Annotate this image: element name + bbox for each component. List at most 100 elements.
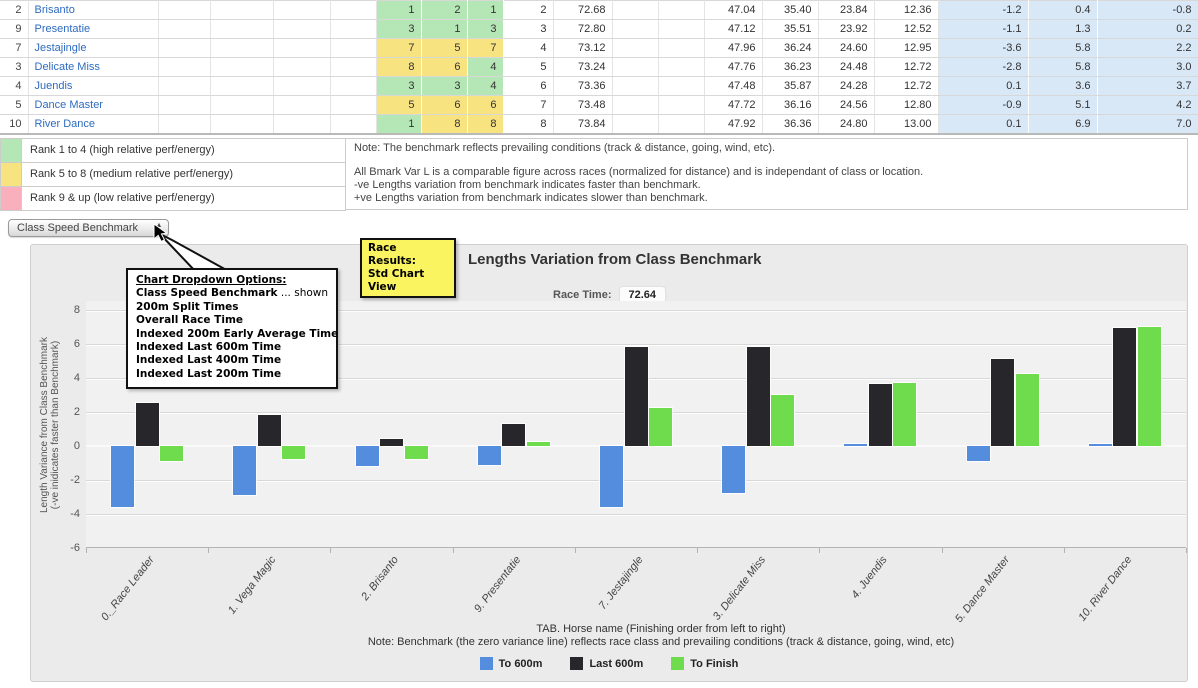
chart-legend-item: Last 600m [570,657,643,670]
section-time-cell: 36.36 [762,114,819,135]
chart-legend-item: To Finish [671,657,738,670]
bar-to-finish [771,394,795,446]
empty-cell [612,19,659,39]
y-tick-label: -4 [70,507,80,520]
section-time-cell: 47.96 [704,38,763,58]
rank-cell: 4 [467,57,504,77]
horse-name-cell: Presentatie [28,19,159,39]
callout-option: Indexed Last 200m Time [136,367,282,380]
empty-cell [330,38,377,58]
bar-last-600m [991,358,1015,446]
x-tick-mark [1063,548,1065,553]
bar-to-600m [722,445,746,494]
bar-to-finish [893,382,917,446]
x-tick-mark [574,548,576,553]
bar-to-600m [966,445,990,462]
chart-legend-label: To 600m [498,657,543,670]
horse-name-link[interactable]: Delicate Miss [34,61,100,73]
race-time-cell: 73.36 [553,76,613,96]
section-time-cell: 24.80 [818,114,875,135]
race-time-cell: 72.80 [553,19,613,39]
rank-cell: 1 [467,0,504,20]
rank-cell: 5 [376,95,422,115]
horse-number-cell: 2 [0,0,29,20]
rank-cell: 5 [421,38,468,58]
x-tick-mark [452,548,454,553]
bmark-variance-cell: 0.1 [938,76,1029,96]
empty-cell [158,0,211,20]
empty-cell [273,19,331,39]
bar-to-600m [844,444,868,446]
empty-cell [158,76,211,96]
horse-name-link[interactable]: Dance Master [34,99,103,111]
empty-cell [658,57,705,77]
y-tick-label: 0 [73,439,80,452]
rank-legend-row: Rank 1 to 4 (high relative perf/energy) [0,139,346,163]
empty-cell [612,57,659,77]
table-row: 10 River Dance 1 8 8 8 73.84 47.92 36.36 24.80 13.… [0,114,1198,135]
section-time-cell: 23.92 [818,19,875,39]
horse-name-link[interactable]: Juendis [34,80,73,92]
x-tick-mark [86,548,87,553]
x-tick-mark [941,548,943,553]
bmark-variance-cell: -0.9 [938,95,1029,115]
empty-cell [158,57,211,77]
finish-position-cell: 8 [503,114,554,135]
cursor-icon [153,223,168,243]
empty-cell [273,95,331,115]
empty-cell [273,38,331,58]
race-time-cell: 72.68 [553,0,613,20]
bar-to-600m [355,445,379,467]
gridline [86,309,1186,311]
empty-cell [273,0,331,20]
bmark-variance-cell: 3.6 [1028,76,1098,96]
note-line: +ve Lengths variation from benchmark ind… [354,192,708,204]
table-row: 3 Delicate Miss 8 6 4 5 73.24 47.76 36.23 24.48 12… [0,57,1198,77]
rank-cell: 7 [467,38,504,58]
rank-swatch-medium [1,163,22,186]
empty-cell [210,114,274,135]
rank-cell: 6 [421,95,468,115]
bmark-variance-cell: -1.2 [938,0,1029,20]
horse-name-link[interactable]: Brisanto [34,4,75,16]
horse-name-cell: Brisanto [28,0,159,20]
finish-position-cell: 6 [503,76,554,96]
chart-legend-label: To Finish [690,657,739,670]
chart-benchmark-note: Note: Benchmark (the zero variance line)… [367,636,955,648]
race-time-cell: 73.24 [553,57,613,77]
y-tick-label: 4 [73,371,80,384]
bar-last-600m [502,423,526,446]
horse-name-link[interactable]: Jestajingle [34,42,87,54]
table-row: 4 Juendis 3 3 4 6 73.36 47.48 35.87 24.28 12.72 0.1… [0,76,1198,96]
rank-cell: 3 [376,76,422,96]
empty-cell [158,114,211,135]
callout-option: Indexed Last 600m Time [136,341,282,354]
callout-title: Chart Dropdown Options: [136,274,287,286]
x-tick-mark [330,548,332,553]
rank-cell: 6 [421,57,468,77]
horse-name-link[interactable]: Presentatie [34,23,91,35]
horse-name-cell: Delicate Miss [28,57,159,77]
table-row: 9 Presentatie 3 1 3 3 72.80 47.12 35.51 23.92 12.5… [0,19,1198,39]
rank-cell: 1 [376,0,422,20]
rank-legend-label: Rank 5 to 8 (medium relative perf/energy… [22,163,346,186]
empty-cell [210,76,274,96]
callout-pointer [153,223,231,273]
bar-to-600m [600,445,623,508]
bar-to-600m [477,445,501,465]
bmark-variance-cell: 3.0 [1097,57,1198,77]
bar-to-600m [111,445,135,508]
results-table-body: 2 Brisanto 1 2 1 2 72.68 47.04 35.40 23.84 12.36 -1… [0,0,1198,135]
table-row: 2 Brisanto 1 2 1 2 72.68 47.04 35.40 23.84 12.36 -1… [0,0,1198,20]
empty-cell [210,95,274,115]
section-time-cell: 47.04 [704,0,763,20]
empty-cell [658,114,705,135]
horse-number-cell: 4 [0,76,29,96]
bmark-variance-cell: -0.8 [1097,0,1198,20]
x-tick-mark [1186,548,1187,553]
legend-swatch-icon [671,657,685,670]
horse-name-link[interactable]: River Dance [34,117,96,130]
empty-cell [330,76,377,96]
rank-legend-row: Rank 5 to 8 (medium relative perf/energy… [0,163,346,187]
empty-cell [658,76,705,96]
